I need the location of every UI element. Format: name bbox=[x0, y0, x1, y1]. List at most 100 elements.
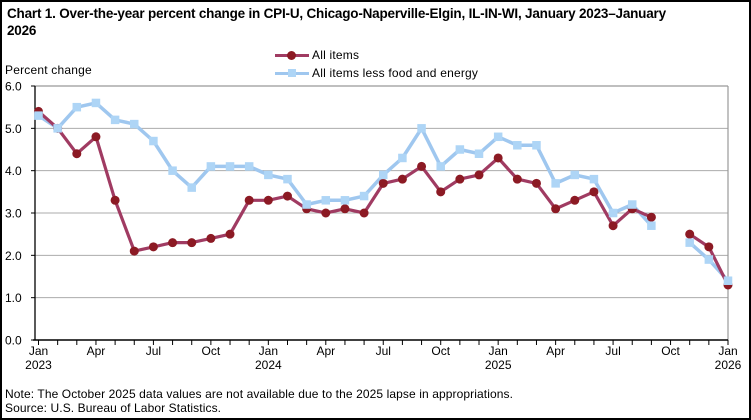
data-point-marker bbox=[704, 242, 714, 252]
x-tick-month: Oct bbox=[661, 344, 680, 358]
x-tick-month: Jul bbox=[146, 344, 161, 358]
data-point-marker bbox=[589, 174, 599, 184]
data-point-marker bbox=[187, 183, 196, 192]
legend-label-all-items: All items bbox=[312, 48, 360, 62]
data-point-marker bbox=[398, 153, 407, 163]
x-tick-month: Jul bbox=[605, 344, 620, 358]
y-tick-label: 5.0 bbox=[5, 122, 22, 136]
data-point-marker bbox=[34, 111, 43, 120]
data-point-marker bbox=[551, 204, 561, 214]
data-point-marker bbox=[570, 195, 580, 205]
data-point-marker bbox=[206, 233, 216, 243]
y-tick-label: 1.0 bbox=[5, 291, 22, 305]
x-tick-month: Apr bbox=[546, 344, 565, 358]
x-tick-year: 2025 bbox=[485, 358, 512, 372]
data-point-marker bbox=[264, 170, 273, 180]
data-point-marker bbox=[512, 174, 522, 184]
data-point-marker bbox=[72, 102, 82, 112]
data-point-marker bbox=[129, 246, 139, 256]
data-point-marker bbox=[608, 208, 618, 218]
data-point-marker bbox=[72, 149, 82, 159]
data-point-marker bbox=[168, 166, 177, 175]
data-point-marker bbox=[455, 174, 465, 184]
data-point-marker bbox=[474, 149, 484, 158]
data-point-marker bbox=[321, 208, 331, 218]
data-point-marker bbox=[321, 196, 331, 205]
square-marker-icon bbox=[288, 69, 296, 77]
x-tick-year: 2023 bbox=[25, 358, 52, 372]
data-point-marker bbox=[474, 170, 484, 180]
data-point-marker bbox=[436, 162, 445, 171]
legend-label-core: All items less food and energy bbox=[312, 66, 479, 80]
data-point-marker bbox=[378, 178, 388, 188]
data-point-marker bbox=[685, 229, 695, 239]
x-tick-month: Oct bbox=[202, 344, 221, 358]
data-point-marker bbox=[225, 162, 235, 171]
data-point-marker bbox=[187, 238, 197, 248]
all-items-line-sample bbox=[275, 50, 309, 60]
data-point-marker bbox=[436, 187, 446, 197]
data-point-marker bbox=[589, 187, 599, 197]
data-point-marker bbox=[91, 98, 101, 108]
x-tick-month: Jan bbox=[29, 344, 48, 358]
y-axis-caption: Percent change bbox=[5, 63, 92, 77]
x-tick-month: Jul bbox=[376, 344, 391, 358]
data-point-marker bbox=[646, 212, 656, 222]
data-point-marker bbox=[110, 195, 120, 205]
y-tick-label: 2.0 bbox=[5, 249, 22, 263]
x-tick-month: Jan bbox=[259, 344, 278, 358]
data-point-marker bbox=[417, 124, 426, 133]
y-tick-label: 6.0 bbox=[5, 80, 22, 94]
y-tick-label: 3.0 bbox=[5, 207, 22, 221]
data-point-marker bbox=[723, 276, 733, 285]
legend-item-all-items: All items bbox=[275, 46, 478, 64]
x-tick-month: Jan bbox=[718, 344, 737, 358]
data-point-marker bbox=[493, 132, 503, 142]
data-point-marker bbox=[168, 238, 178, 248]
x-tick-month: Apr bbox=[87, 344, 106, 358]
chart-note: Note: The October 2025 data values are n… bbox=[5, 387, 514, 401]
data-point-marker bbox=[206, 162, 216, 171]
data-point-marker bbox=[130, 119, 139, 129]
data-point-marker bbox=[704, 255, 714, 264]
series-line-core bbox=[37, 101, 730, 282]
data-point-marker bbox=[263, 195, 273, 205]
data-point-marker bbox=[608, 221, 618, 231]
legend-item-core: All items less food and energy bbox=[275, 64, 478, 82]
data-point-marker bbox=[627, 200, 637, 209]
series-line-all-items bbox=[37, 110, 730, 286]
data-point-marker bbox=[244, 195, 254, 205]
data-point-marker bbox=[570, 170, 580, 180]
data-point-marker bbox=[685, 238, 694, 247]
data-point-marker bbox=[532, 141, 541, 150]
data-point-marker bbox=[417, 161, 427, 171]
data-point-marker bbox=[225, 229, 235, 239]
data-point-marker bbox=[91, 132, 101, 142]
x-tick-month: Apr bbox=[316, 344, 335, 358]
data-point-marker bbox=[359, 208, 369, 218]
x-tick-year: 2026 bbox=[715, 358, 742, 372]
data-point-marker bbox=[359, 191, 369, 201]
data-point-marker bbox=[340, 196, 350, 205]
data-point-marker bbox=[531, 178, 541, 188]
data-point-marker bbox=[455, 145, 465, 154]
core-line-sample bbox=[275, 68, 309, 78]
data-point-marker bbox=[647, 221, 656, 230]
circle-marker-icon bbox=[287, 50, 296, 60]
data-point-marker bbox=[244, 162, 254, 171]
data-point-marker bbox=[397, 174, 407, 184]
chart-source: Source: U.S. Bureau of Labor Statistics. bbox=[5, 401, 222, 415]
data-point-marker bbox=[513, 141, 522, 150]
y-tick-label: 4.0 bbox=[5, 164, 22, 178]
chart-title: Chart 1. Over-the-year percent change in… bbox=[7, 6, 666, 38]
data-point-marker bbox=[110, 115, 120, 125]
x-tick-month: Jan bbox=[488, 344, 507, 358]
data-point-marker bbox=[379, 170, 388, 180]
x-tick-year: 2024 bbox=[255, 358, 282, 372]
data-point-marker bbox=[149, 136, 158, 146]
x-tick-month: Oct bbox=[431, 344, 450, 358]
data-point-marker bbox=[148, 242, 158, 252]
data-point-marker bbox=[302, 200, 311, 209]
